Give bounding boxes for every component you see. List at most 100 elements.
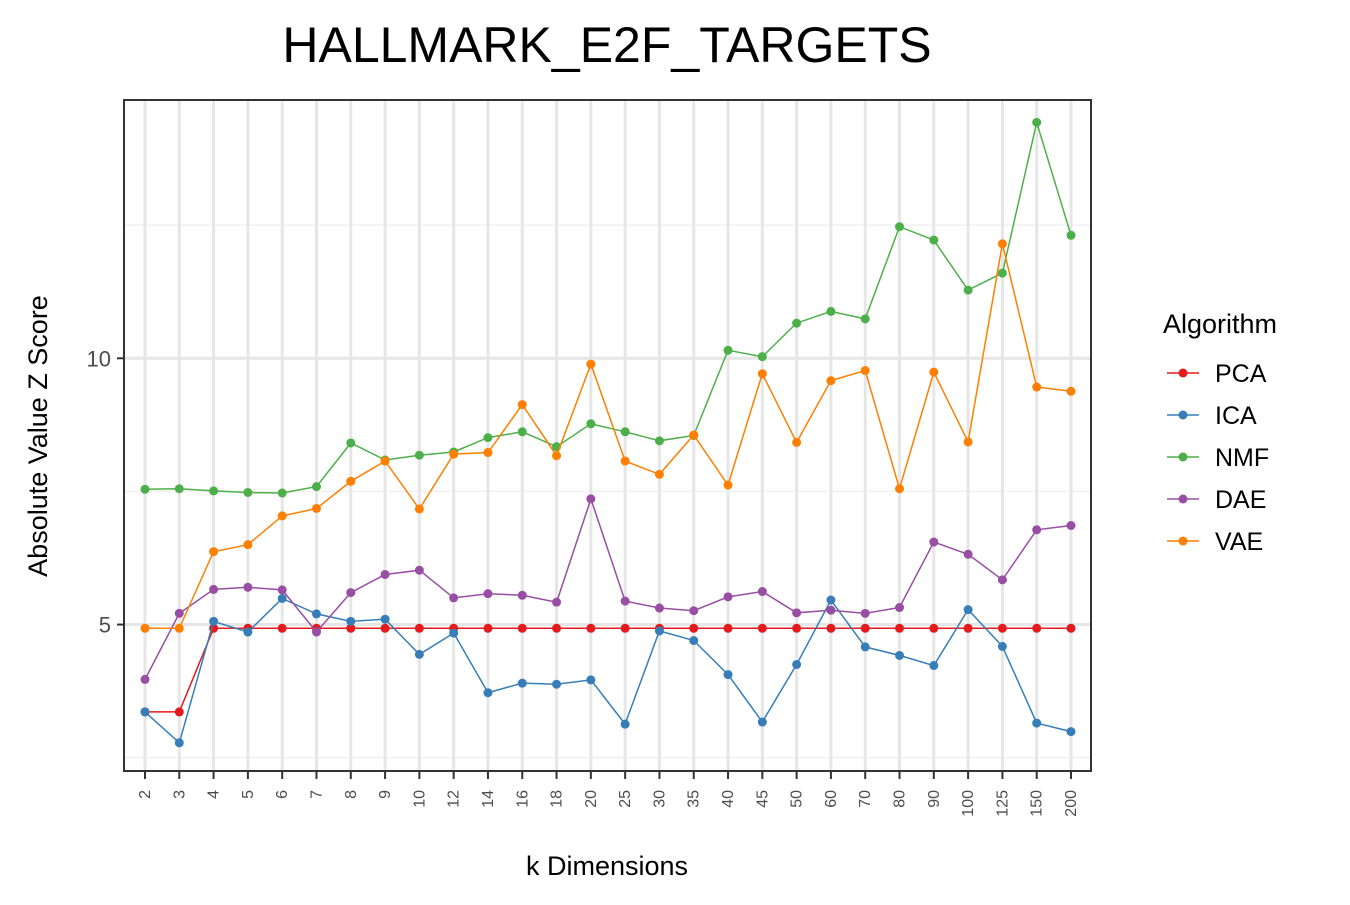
x-tick-label: 7 [308, 790, 325, 799]
data-point-pca [620, 623, 630, 633]
data-point-ica [860, 642, 870, 652]
data-point-nmf [277, 488, 287, 498]
data-point-vae [1032, 382, 1042, 392]
y-tick-label: 5 [99, 613, 111, 638]
data-point-vae [311, 503, 321, 513]
data-point-nmf [997, 268, 1007, 278]
data-point-vae [483, 448, 493, 458]
data-point-ica [243, 627, 253, 637]
data-point-dae [792, 608, 802, 618]
series-line-dae [144, 496, 1072, 680]
legend-label: DAE [1215, 486, 1266, 514]
data-point-nmf [174, 484, 184, 494]
data-point-dae [414, 565, 424, 575]
data-point-dae [243, 582, 253, 592]
x-tick-label: 8 [343, 790, 360, 799]
data-point-nmf [1066, 230, 1076, 240]
data-point-ica [723, 670, 733, 680]
data-point-vae [209, 547, 219, 557]
x-tick-label: 5 [240, 790, 257, 799]
data-point-dae [963, 549, 973, 559]
data-point-ica [895, 650, 905, 660]
x-tick-label: 4 [206, 790, 223, 799]
data-point-dae [586, 494, 596, 504]
data-point-dae [174, 608, 184, 618]
data-point-pca [826, 623, 836, 633]
data-point-dae [380, 569, 390, 579]
data-point-ica [929, 661, 939, 671]
x-tick-label: 16 [514, 790, 531, 808]
data-point-nmf [757, 352, 767, 362]
data-point-ica [792, 659, 802, 669]
series-ica [140, 593, 1076, 748]
data-point-nmf [243, 487, 253, 497]
legend-items: PCA ICA NMF DAE VAE [1167, 360, 1269, 556]
data-point-vae [929, 367, 939, 377]
data-point-pca [380, 623, 390, 633]
legend-item-pca: PCA [1167, 360, 1267, 388]
data-point-ica [311, 609, 321, 619]
legend-item-dae: DAE [1167, 486, 1266, 514]
legend-label: PCA [1215, 360, 1267, 388]
data-point-pca [792, 623, 802, 633]
data-point-dae [929, 537, 939, 547]
x-tick-label: 25 [617, 790, 634, 808]
data-point-dae [860, 608, 870, 618]
x-tick-label: 14 [480, 790, 497, 808]
data-point-nmf [483, 433, 493, 443]
legend-key-point [1178, 368, 1188, 378]
legend-item-vae: VAE [1167, 528, 1263, 556]
data-point-dae [997, 575, 1007, 585]
data-point-dae [552, 597, 562, 607]
data-point-dae [346, 588, 356, 598]
data-point-vae [757, 369, 767, 379]
data-point-vae [895, 484, 905, 494]
data-point-vae [380, 456, 390, 466]
data-point-ica [654, 626, 664, 636]
data-point-dae [757, 587, 767, 597]
legend-key-point [1178, 452, 1188, 462]
plot-panel-border [123, 99, 1092, 772]
data-point-vae [517, 400, 527, 410]
x-axis-label: k Dimensions [526, 851, 688, 881]
legend-key-point [1178, 410, 1188, 420]
data-point-vae [826, 376, 836, 386]
data-point-vae [620, 456, 630, 466]
data-point-ica [277, 593, 287, 603]
data-point-dae [654, 603, 664, 613]
legend: Algorithm PCA ICA NMF DAE VAE [1163, 309, 1277, 556]
series-layer [140, 117, 1076, 748]
data-point-pca [1066, 623, 1076, 633]
grid-layer [124, 100, 1091, 771]
data-point-nmf [860, 314, 870, 324]
data-point-vae [346, 476, 356, 486]
data-point-dae [277, 585, 287, 595]
data-point-pca [483, 623, 493, 633]
data-point-nmf [654, 436, 664, 446]
data-point-dae [895, 603, 905, 613]
data-point-dae [689, 606, 699, 616]
data-point-pca [1032, 623, 1042, 633]
x-tick-label: 2 [137, 790, 154, 799]
x-tick-label: 80 [892, 790, 909, 808]
data-point-vae [963, 437, 973, 447]
data-point-dae [517, 590, 527, 600]
data-point-dae [826, 605, 836, 615]
data-point-vae [414, 504, 424, 514]
x-tick-label: 90 [926, 790, 943, 808]
data-point-nmf [620, 427, 630, 437]
data-point-ica [414, 649, 424, 659]
data-point-dae [140, 674, 150, 684]
data-point-pca [586, 623, 596, 633]
x-tick-label: 10 [411, 790, 428, 808]
series-line-ica [144, 597, 1072, 745]
data-point-dae [723, 592, 733, 602]
data-point-pca [929, 623, 939, 633]
data-point-ica [689, 636, 699, 646]
data-point-ica [517, 678, 527, 688]
data-point-pca [757, 623, 767, 633]
data-point-vae [552, 451, 562, 461]
y-axis-label: Absolute Value Z Score [23, 295, 53, 577]
legend-item-nmf: NMF [1167, 444, 1269, 472]
